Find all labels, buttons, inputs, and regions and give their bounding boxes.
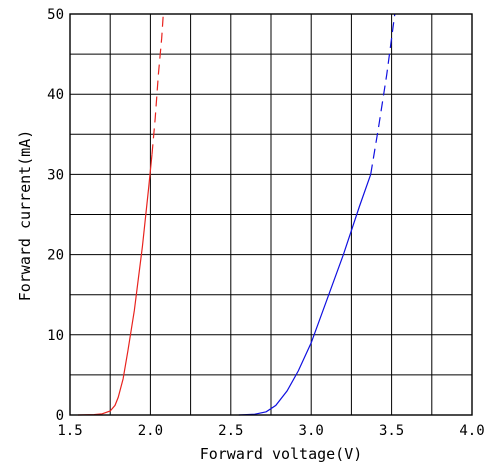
series-2-solid-line — [238, 174, 372, 416]
x-tick-label: 2.0 — [138, 423, 163, 439]
x-axis-label: Forward voltage(V) — [200, 445, 363, 463]
series-1-dashed-line — [151, 13, 164, 155]
y-tick-label: 50 — [47, 7, 64, 23]
grid — [70, 14, 472, 415]
series-1-solid-line — [77, 154, 153, 416]
x-tick-label: 3.0 — [299, 423, 324, 439]
y-axis-label: Forward current(mA) — [16, 130, 34, 302]
y-tick-label: 10 — [47, 328, 64, 344]
x-tick-label: 3.5 — [379, 423, 404, 439]
y-tick-label: 20 — [47, 248, 64, 264]
y-tick-label: 0 — [56, 408, 64, 424]
x-tick-label: 2.5 — [218, 423, 243, 439]
series-2-dashed-line — [370, 13, 396, 175]
y-tick-labels: 0 10 20 30 40 50 — [47, 7, 64, 424]
series-group — [77, 13, 396, 416]
y-tick-label: 40 — [47, 87, 64, 103]
x-tick-label: 1.5 — [57, 423, 82, 439]
x-tick-labels: 1.5 2.0 2.5 3.0 3.5 4.0 — [57, 423, 484, 439]
y-tick-label: 30 — [47, 167, 64, 183]
x-tick-label: 4.0 — [459, 423, 484, 439]
plot-frame — [69, 13, 473, 416]
